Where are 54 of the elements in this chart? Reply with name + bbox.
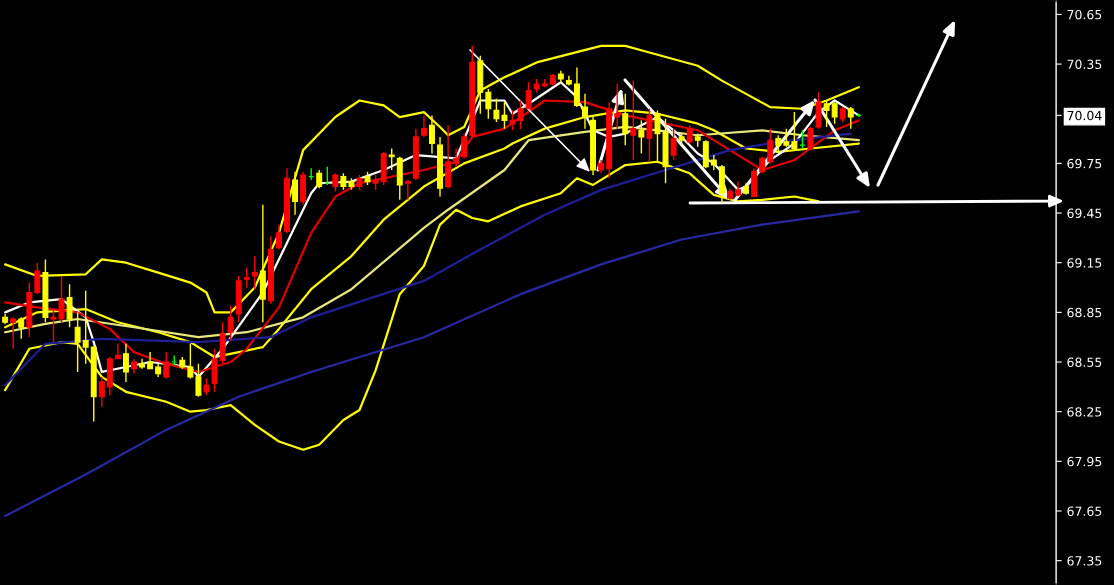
y-tick-label: 70.35 bbox=[1067, 59, 1102, 69]
y-tick-label: 70.04 bbox=[1067, 110, 1102, 121]
candlestick bbox=[767, 127, 774, 165]
candlestick bbox=[493, 98, 500, 123]
candlestick bbox=[292, 170, 299, 216]
candlestick bbox=[114, 343, 121, 360]
candlestick bbox=[420, 114, 427, 138]
candlestick bbox=[686, 124, 693, 145]
candlestick bbox=[429, 114, 435, 155]
candlestick bbox=[332, 172, 339, 193]
y-tick-label: 67.35 bbox=[1067, 556, 1102, 566]
candlestick bbox=[525, 81, 532, 110]
candlestick bbox=[227, 305, 234, 342]
y-tick-label: 67.65 bbox=[1067, 506, 1102, 516]
candlestick bbox=[163, 351, 170, 380]
candlestick bbox=[573, 66, 580, 108]
candlestick bbox=[453, 147, 460, 168]
y-tick-label: 69.45 bbox=[1067, 208, 1102, 218]
candlestick bbox=[388, 147, 395, 171]
candlestick bbox=[195, 362, 202, 398]
candlestick bbox=[501, 101, 508, 130]
y-tick-label: 69.15 bbox=[1067, 258, 1102, 268]
candlestick bbox=[847, 106, 854, 130]
candlestick bbox=[823, 99, 830, 128]
candlestick bbox=[66, 283, 73, 328]
candlestick bbox=[831, 101, 838, 125]
candlestick bbox=[630, 79, 637, 161]
candlestick bbox=[18, 316, 25, 340]
candlestick bbox=[10, 316, 17, 350]
y-tick-label: 68.85 bbox=[1067, 307, 1102, 318]
y-tick-label: 68.55 bbox=[1067, 357, 1102, 367]
candlestick bbox=[243, 266, 250, 289]
candlestick bbox=[461, 132, 468, 160]
candlestick bbox=[404, 179, 411, 201]
line-series bbox=[4, 132, 852, 387]
candlestick bbox=[783, 127, 790, 148]
candlestick bbox=[98, 376, 105, 408]
candlestick bbox=[807, 126, 814, 151]
candlestick bbox=[638, 119, 645, 155]
line-series bbox=[4, 210, 860, 518]
candlestick bbox=[316, 169, 323, 189]
y-tick-label: 68.25 bbox=[1067, 407, 1102, 417]
candlestick bbox=[670, 127, 677, 161]
candlestick bbox=[614, 83, 621, 130]
candlestick bbox=[251, 255, 258, 290]
candlestick bbox=[74, 311, 81, 373]
candlestick bbox=[485, 88, 492, 120]
candlestick bbox=[275, 223, 282, 251]
candlestick bbox=[646, 108, 653, 163]
y-tick-label: 69.75 bbox=[1067, 158, 1102, 169]
candlestick bbox=[122, 343, 129, 383]
y-tick-label: 70.65 bbox=[1067, 9, 1102, 20]
y-tick-label: 67.95 bbox=[1067, 456, 1102, 467]
candlestick bbox=[34, 262, 41, 295]
